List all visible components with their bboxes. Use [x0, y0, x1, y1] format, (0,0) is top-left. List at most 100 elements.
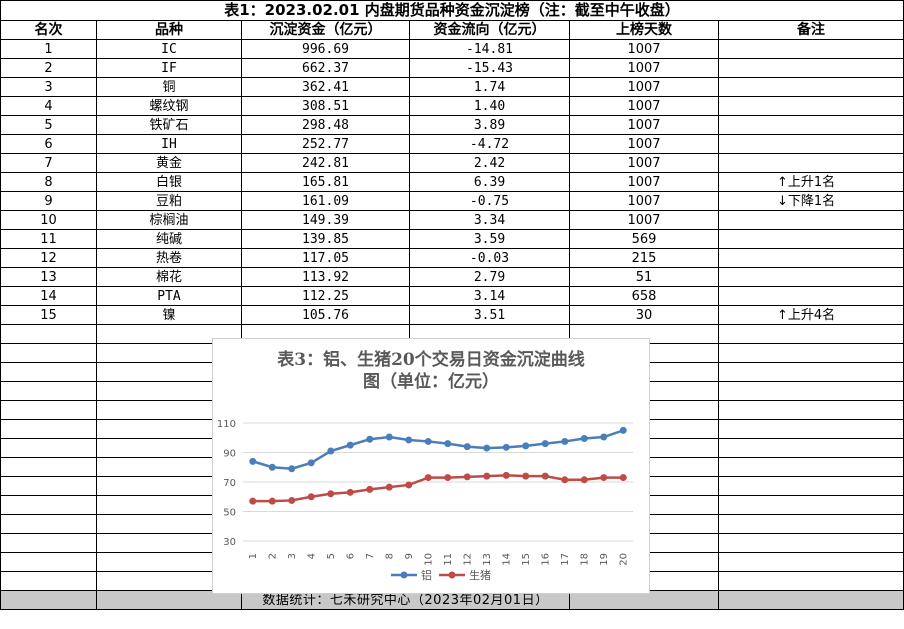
table-cell[interactable]: 1007 [569, 134, 719, 154]
remark-cell[interactable] [718, 115, 904, 135]
empty-cell[interactable] [718, 571, 904, 591]
table-cell[interactable]: 242.81 [241, 153, 410, 173]
table-cell[interactable]: 1007 [569, 115, 719, 135]
table-cell[interactable]: PTA [96, 286, 242, 306]
table-cell[interactable]: 1007 [569, 210, 719, 230]
column-header[interactable]: 资金流向（亿元） [409, 20, 570, 40]
table-cell[interactable]: 3.89 [409, 115, 570, 135]
table-cell[interactable]: 215 [569, 248, 719, 268]
empty-cell[interactable] [718, 457, 904, 477]
empty-cell[interactable] [718, 381, 904, 401]
column-header[interactable]: 沉淀资金（亿元） [241, 20, 410, 40]
remark-cell[interactable] [718, 39, 904, 59]
table-cell[interactable]: -4.72 [409, 134, 570, 154]
table-cell[interactable]: 2.42 [409, 153, 570, 173]
footer-cell[interactable] [96, 590, 242, 610]
table-cell[interactable]: IF [96, 58, 242, 78]
table-cell[interactable]: 热卷 [96, 248, 242, 268]
table-cell[interactable]: 1.74 [409, 77, 570, 97]
column-header[interactable]: 备注 [718, 20, 904, 40]
table-cell[interactable]: 铁矿石 [96, 115, 242, 135]
column-header[interactable]: 品种 [96, 20, 242, 40]
empty-cell[interactable] [718, 514, 904, 534]
table-cell[interactable]: 豆粕 [96, 191, 242, 211]
table-cell[interactable]: 棉花 [96, 267, 242, 287]
empty-cell[interactable] [0, 362, 97, 382]
empty-cell[interactable] [0, 495, 97, 515]
empty-cell[interactable] [718, 343, 904, 363]
table-cell[interactable]: -14.81 [409, 39, 570, 59]
table-cell[interactable]: 1007 [569, 153, 719, 173]
table-cell[interactable]: 1007 [569, 39, 719, 59]
remark-cell[interactable] [718, 153, 904, 173]
table-cell[interactable]: 2.79 [409, 267, 570, 287]
table-cell[interactable]: 11 [0, 229, 97, 249]
table-cell[interactable]: 658 [569, 286, 719, 306]
table-cell[interactable]: 黄金 [96, 153, 242, 173]
empty-cell[interactable] [718, 419, 904, 439]
remark-cell[interactable] [718, 77, 904, 97]
footer-cell[interactable] [718, 590, 904, 610]
remark-cell[interactable] [718, 229, 904, 249]
empty-cell[interactable] [0, 381, 97, 401]
empty-cell[interactable] [718, 533, 904, 553]
table-cell[interactable]: 3.34 [409, 210, 570, 230]
empty-cell[interactable] [0, 438, 97, 458]
empty-cell[interactable] [718, 495, 904, 515]
table-cell[interactable]: 105.76 [241, 305, 410, 325]
empty-cell[interactable] [0, 514, 97, 534]
table-cell[interactable]: 569 [569, 229, 719, 249]
footer-cell[interactable] [569, 590, 719, 610]
table-cell[interactable]: IC [96, 39, 242, 59]
table-cell[interactable]: -15.43 [409, 58, 570, 78]
table-cell[interactable]: 139.85 [241, 229, 410, 249]
remark-cell[interactable] [718, 267, 904, 287]
empty-cell[interactable] [0, 324, 97, 344]
table-cell[interactable]: 1.40 [409, 96, 570, 116]
table-cell[interactable]: 5 [0, 115, 97, 135]
table-cell[interactable]: 1 [0, 39, 97, 59]
empty-cell[interactable] [0, 419, 97, 439]
empty-cell[interactable] [0, 476, 97, 496]
table-cell[interactable]: 3 [0, 77, 97, 97]
empty-cell[interactable] [0, 533, 97, 553]
empty-cell[interactable] [718, 552, 904, 572]
table-cell[interactable]: 白银 [96, 172, 242, 192]
table-cell[interactable]: 6.39 [409, 172, 570, 192]
table-cell[interactable]: 30 [569, 305, 719, 325]
table-cell[interactable]: 161.09 [241, 191, 410, 211]
table-cell[interactable]: 308.51 [241, 96, 410, 116]
table-cell[interactable]: 1007 [569, 191, 719, 211]
table-cell[interactable]: 252.77 [241, 134, 410, 154]
table-cell[interactable]: 1007 [569, 172, 719, 192]
footer-cell[interactable] [0, 590, 97, 610]
column-header[interactable]: 名次 [0, 20, 97, 40]
remark-cell[interactable]: ↑上升4名 [718, 305, 904, 325]
table-cell[interactable]: 8 [0, 172, 97, 192]
table-cell[interactable]: -0.75 [409, 191, 570, 211]
table-cell[interactable]: 13 [0, 267, 97, 287]
empty-cell[interactable] [718, 400, 904, 420]
table-cell[interactable]: 12 [0, 248, 97, 268]
table-cell[interactable]: 镍 [96, 305, 242, 325]
remark-cell[interactable] [718, 248, 904, 268]
line-chart[interactable]: 表3：铝、生猪20个交易日资金沉淀曲线 图（单位：亿元） 30 50 70 90 110 1 2… [212, 338, 650, 594]
table-cell[interactable]: 112.25 [241, 286, 410, 306]
empty-cell[interactable] [718, 438, 904, 458]
remark-cell[interactable] [718, 134, 904, 154]
table-cell[interactable]: 10 [0, 210, 97, 230]
table-cell[interactable]: 1007 [569, 58, 719, 78]
remark-cell[interactable] [718, 96, 904, 116]
remark-cell[interactable] [718, 210, 904, 230]
table-cell[interactable]: 1007 [569, 77, 719, 97]
table-cell[interactable]: 9 [0, 191, 97, 211]
table-cell[interactable]: 362.41 [241, 77, 410, 97]
empty-cell[interactable] [0, 571, 97, 591]
empty-cell[interactable] [718, 362, 904, 382]
table-cell[interactable]: 2 [0, 58, 97, 78]
table-cell[interactable]: 1007 [569, 96, 719, 116]
table-cell[interactable]: 662.37 [241, 58, 410, 78]
table-title[interactable]: 表1：2023.02.01 内盘期货品种资金沉淀榜（注：截至中午收盘） [0, 0, 904, 21]
table-cell[interactable]: IH [96, 134, 242, 154]
table-cell[interactable]: 纯碱 [96, 229, 242, 249]
